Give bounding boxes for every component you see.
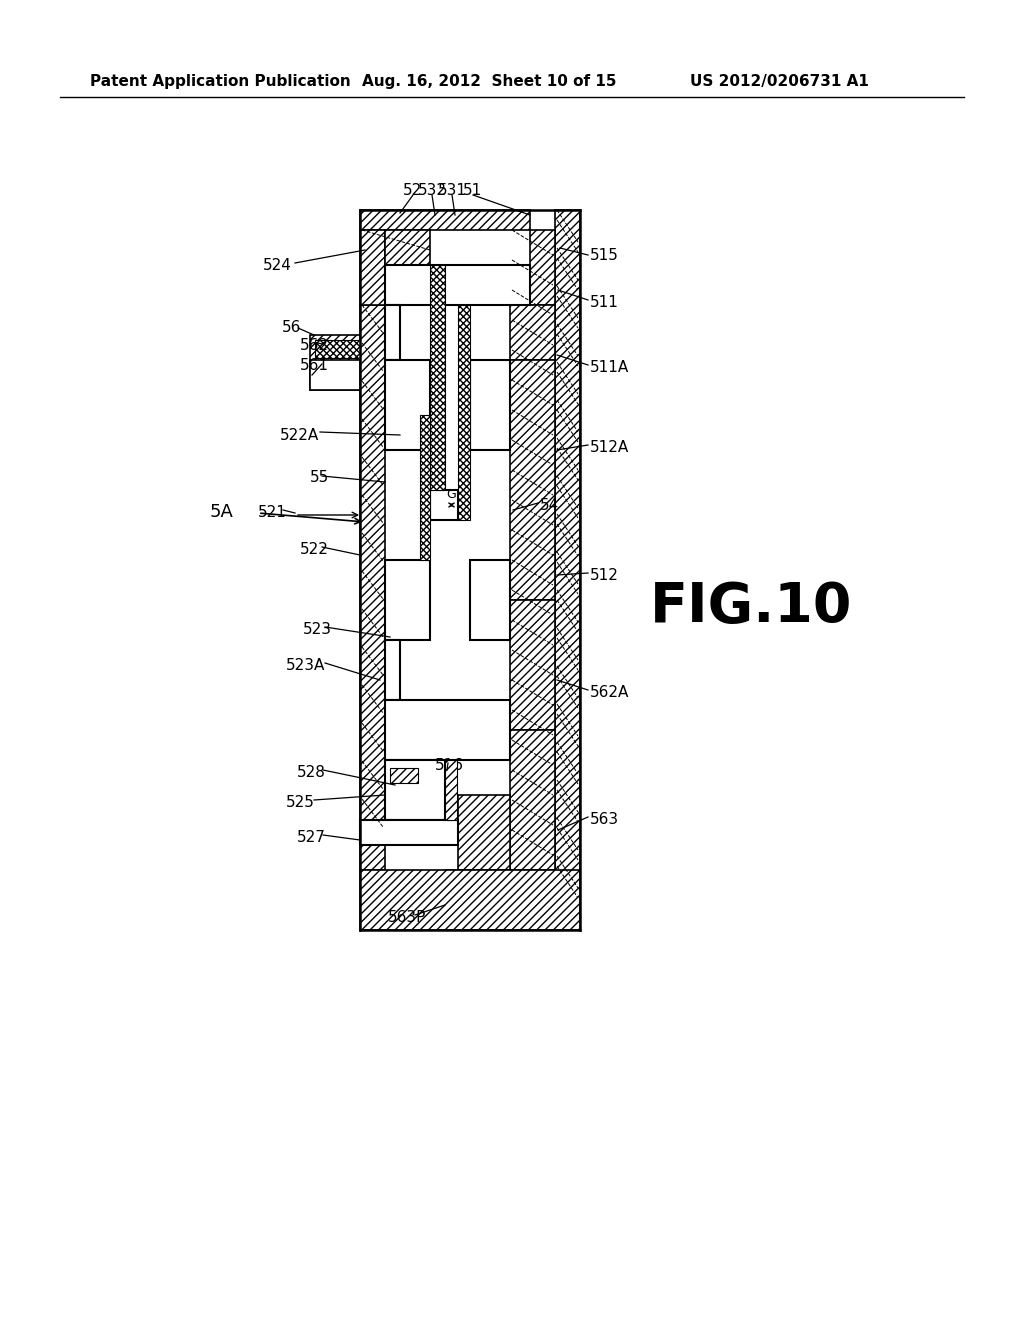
- Bar: [385, 360, 430, 450]
- Bar: [510, 305, 555, 360]
- Text: 525: 525: [286, 795, 314, 810]
- Bar: [385, 640, 400, 700]
- Bar: [360, 210, 530, 230]
- Text: 521: 521: [258, 506, 287, 520]
- Bar: [385, 560, 430, 640]
- Bar: [360, 305, 385, 870]
- Bar: [445, 870, 555, 931]
- Bar: [385, 230, 430, 265]
- Bar: [470, 360, 510, 450]
- Bar: [310, 360, 360, 389]
- Text: Patent Application Publication: Patent Application Publication: [90, 74, 351, 88]
- Bar: [315, 341, 360, 358]
- Bar: [430, 265, 445, 490]
- Bar: [310, 335, 360, 389]
- Bar: [385, 305, 400, 360]
- Text: 512: 512: [590, 568, 618, 583]
- Bar: [430, 490, 458, 520]
- Text: FIG.10: FIG.10: [650, 579, 852, 634]
- Bar: [360, 230, 385, 305]
- Text: 562: 562: [300, 338, 329, 352]
- Text: 55: 55: [310, 470, 330, 484]
- Bar: [470, 560, 510, 640]
- Text: 516: 516: [435, 758, 464, 774]
- Text: 56: 56: [282, 319, 301, 335]
- Bar: [510, 601, 555, 730]
- Text: Aug. 16, 2012  Sheet 10 of 15: Aug. 16, 2012 Sheet 10 of 15: [362, 74, 616, 88]
- Text: 515: 515: [590, 248, 618, 263]
- Bar: [510, 360, 555, 601]
- Bar: [510, 730, 555, 870]
- Bar: [390, 768, 418, 783]
- Text: 522: 522: [300, 543, 329, 557]
- Text: 523A: 523A: [286, 657, 326, 673]
- Text: 511: 511: [590, 294, 618, 310]
- Text: 511A: 511A: [590, 360, 630, 375]
- Text: 522A: 522A: [280, 428, 319, 444]
- Bar: [458, 305, 470, 520]
- Text: 523: 523: [303, 622, 332, 638]
- Text: 562A: 562A: [590, 685, 630, 700]
- Text: 563: 563: [590, 812, 620, 828]
- Text: 512A: 512A: [590, 440, 630, 455]
- Bar: [445, 760, 457, 820]
- Text: 528: 528: [297, 766, 326, 780]
- Bar: [385, 700, 510, 760]
- Text: 54: 54: [540, 498, 559, 513]
- Bar: [385, 760, 445, 820]
- Text: 5A: 5A: [210, 503, 233, 521]
- Text: G: G: [446, 488, 457, 502]
- Text: 527: 527: [297, 830, 326, 845]
- Text: 561: 561: [300, 358, 329, 374]
- Bar: [360, 820, 458, 845]
- Bar: [530, 230, 555, 305]
- Bar: [385, 265, 530, 305]
- Bar: [420, 414, 430, 560]
- Text: 531: 531: [437, 183, 467, 198]
- Text: 563P: 563P: [388, 909, 426, 925]
- Text: 51: 51: [464, 183, 482, 198]
- Text: 524: 524: [263, 257, 292, 273]
- Bar: [458, 795, 510, 870]
- Bar: [360, 870, 580, 931]
- Text: US 2012/0206731 A1: US 2012/0206731 A1: [690, 74, 869, 88]
- Text: 52: 52: [403, 183, 423, 198]
- Bar: [555, 210, 580, 931]
- Text: 532: 532: [418, 183, 446, 198]
